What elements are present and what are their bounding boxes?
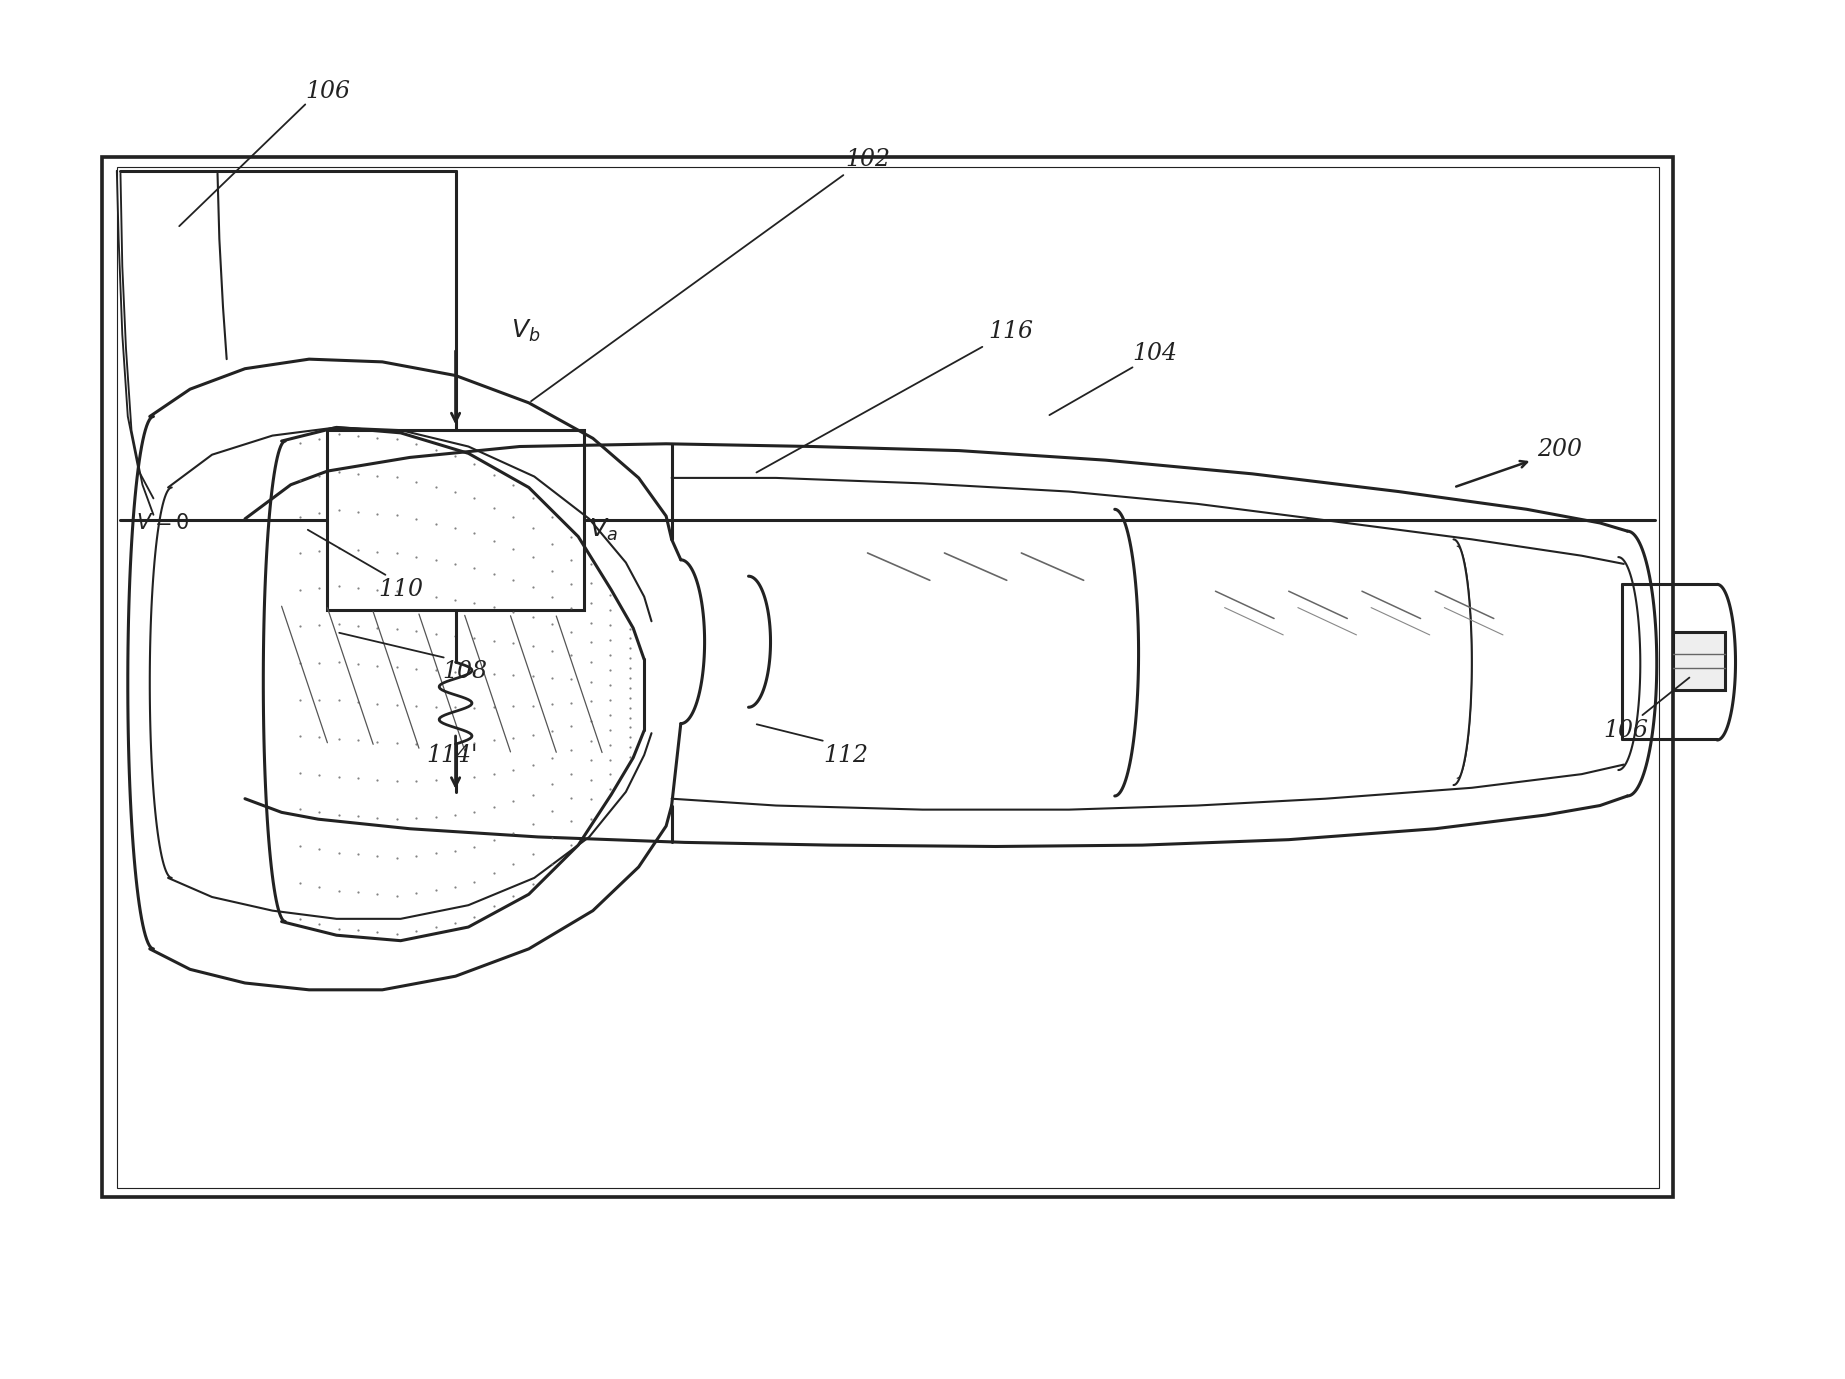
Text: 106: 106: [1603, 718, 1648, 742]
Text: 108: 108: [443, 661, 487, 683]
Text: 102: 102: [845, 149, 889, 171]
Text: 106: 106: [304, 80, 351, 103]
Text: 200: 200: [1537, 437, 1583, 461]
Bar: [1673, 632, 1725, 690]
Bar: [116, 167, 1659, 1187]
Text: $V_b$: $V_b$: [511, 317, 541, 343]
Text: $V=0$: $V=0$: [137, 513, 190, 532]
Text: 112: 112: [823, 743, 869, 767]
Text: 110: 110: [378, 578, 423, 601]
Text: 104: 104: [1133, 342, 1177, 365]
Text: 114': 114': [426, 743, 478, 767]
Text: $V_a$: $V_a$: [589, 517, 618, 543]
Bar: [327, 430, 583, 611]
Bar: [101, 157, 1673, 1197]
Text: 116: 116: [987, 320, 1033, 343]
